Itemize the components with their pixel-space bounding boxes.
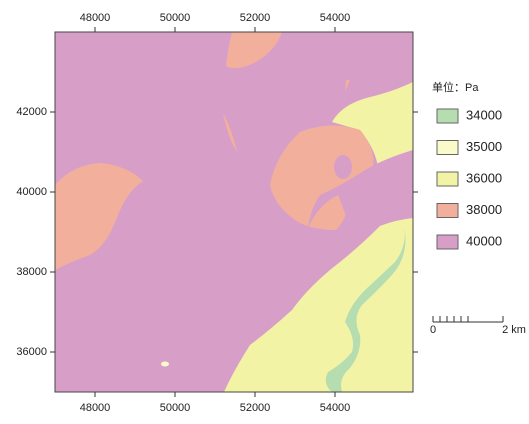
x-tick-label: 48000	[80, 402, 111, 414]
y-tick-label: 40000	[16, 186, 47, 198]
legend-label: 38000	[466, 202, 502, 217]
map-frame	[54, 31, 414, 393]
region	[224, 218, 413, 392]
legend-label: 35000	[466, 139, 502, 154]
region	[161, 361, 169, 367]
x-tick-label: 54000	[320, 12, 351, 24]
legend-title: 单位：Pa	[432, 80, 479, 94]
region	[308, 150, 413, 228]
region	[334, 155, 352, 179]
region	[325, 224, 406, 392]
legend-swatch	[436, 203, 459, 218]
x-tick-label: 48000	[80, 12, 111, 24]
region	[226, 32, 282, 69]
legend-swatch	[436, 171, 459, 187]
legend-swatch	[436, 140, 459, 155]
y-tick-label: 42000	[16, 106, 47, 118]
legend-label: 36000	[466, 170, 502, 185]
map-area	[55, 32, 413, 392]
y-tick-label: 38000	[16, 266, 47, 278]
x-tick-label: 52000	[240, 402, 271, 414]
scale-label: 2 km	[502, 324, 526, 336]
x-tick-label: 50000	[160, 12, 191, 24]
legend-label: 40000	[466, 233, 502, 248]
scale-label: 0	[430, 324, 436, 336]
region	[55, 163, 143, 270]
legend-label: 34000	[466, 107, 502, 122]
region	[223, 113, 237, 152]
x-tick-label: 50000	[160, 402, 191, 414]
region	[332, 82, 413, 168]
region	[345, 80, 350, 92]
legend-swatch	[436, 234, 459, 250]
x-tick-label: 52000	[240, 12, 271, 24]
x-tick-label: 54000	[320, 402, 351, 414]
y-tick-label: 36000	[16, 346, 47, 358]
legend-swatch	[436, 108, 459, 124]
